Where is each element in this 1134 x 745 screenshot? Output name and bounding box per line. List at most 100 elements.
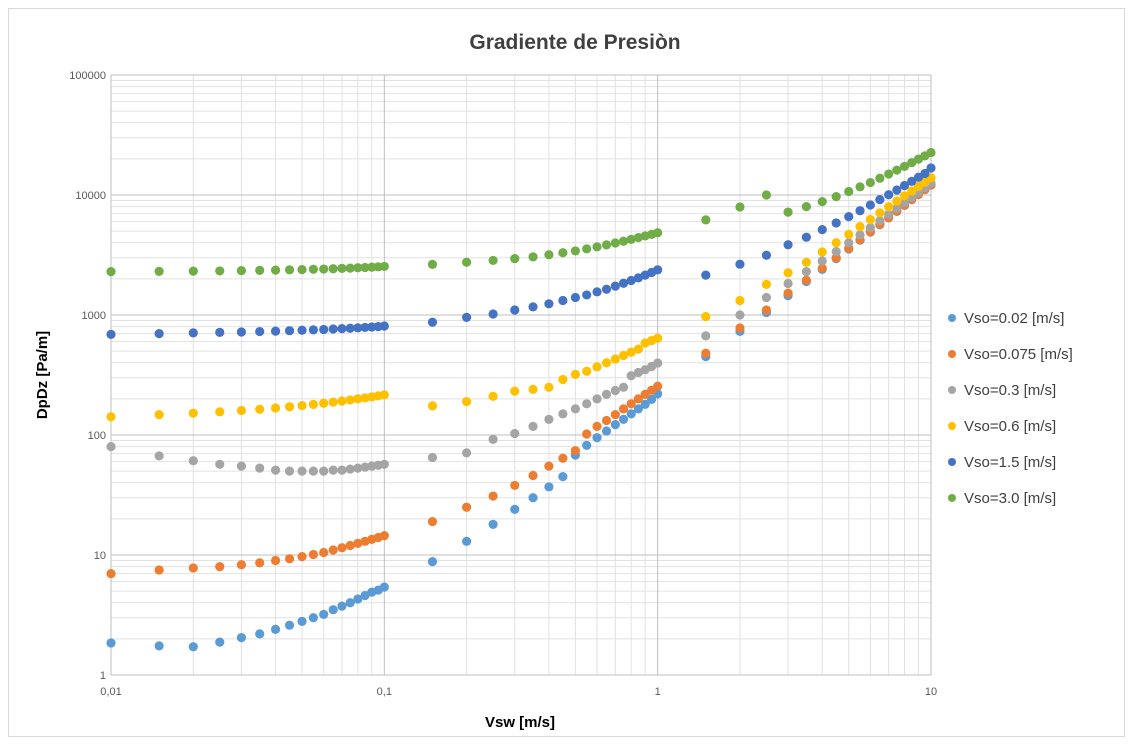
data-points (106, 147, 936, 652)
data-point (601, 389, 612, 399)
data-point (510, 305, 520, 315)
data-point (188, 328, 198, 338)
data-point (610, 281, 620, 291)
data-point (592, 287, 602, 297)
legend-marker (948, 350, 956, 358)
data-point (610, 238, 620, 248)
data-point (319, 609, 329, 619)
data-point (427, 317, 438, 327)
y-tick-label: 10 (94, 550, 106, 562)
data-point (544, 299, 554, 309)
y-axis-title: DpDz [Pa/m] (34, 331, 51, 419)
data-point (844, 212, 854, 222)
data-point (345, 464, 355, 474)
data-point (875, 195, 885, 205)
data-point (570, 246, 580, 256)
data-point (610, 354, 620, 364)
data-point (626, 234, 636, 244)
legend-label: Vso=0.075 [m/s] (964, 346, 1073, 363)
data-point (510, 480, 520, 491)
data-point (462, 257, 472, 267)
data-point (558, 374, 568, 385)
data-point (920, 168, 930, 179)
data-point (337, 543, 347, 553)
data-point (899, 197, 910, 208)
data-point (308, 549, 318, 560)
data-point (337, 396, 347, 406)
legend-label: Vso=0.3 [m/s] (964, 382, 1056, 399)
data-point (892, 196, 902, 206)
data-point (601, 240, 612, 250)
legend-label: Vso=1.5 [m/s] (964, 454, 1056, 471)
legend-marker (948, 386, 956, 394)
data-point (831, 191, 841, 202)
data-point (592, 394, 602, 404)
data-point (328, 264, 338, 274)
data-point (865, 214, 875, 225)
data-point (735, 310, 745, 320)
data-point (106, 266, 116, 277)
data-point (570, 446, 580, 456)
data-point (528, 421, 538, 431)
data-point (855, 206, 865, 216)
legend-label: Vso=0.6 [m/s] (964, 418, 1056, 435)
data-point (544, 461, 554, 471)
data-point (510, 504, 520, 514)
data-point (427, 452, 438, 463)
data-point (884, 202, 894, 212)
data-point (801, 266, 811, 277)
data-point (215, 562, 225, 572)
data-point (865, 177, 875, 188)
data-point (817, 263, 827, 273)
data-point (701, 311, 711, 322)
data-point (633, 394, 643, 404)
data-point (297, 616, 307, 626)
data-point (270, 465, 281, 475)
data-point (510, 254, 520, 264)
data-point (865, 223, 875, 233)
data-point (626, 399, 636, 409)
x-tick-label: 1 (655, 686, 661, 698)
data-point (337, 324, 347, 334)
data-point (646, 394, 657, 404)
data-point (899, 191, 910, 201)
data-point (855, 222, 865, 232)
data-point (761, 305, 772, 315)
data-point (884, 169, 894, 179)
x-tick-label: 0,01 (100, 686, 121, 698)
data-point (284, 620, 295, 630)
data-point (735, 202, 745, 212)
data-point (236, 265, 247, 276)
data-point (345, 598, 355, 608)
data-point (817, 256, 827, 266)
data-point (255, 463, 265, 473)
data-point (855, 182, 865, 192)
series-2 (106, 180, 936, 579)
data-point (558, 472, 568, 482)
series-5 (106, 163, 936, 339)
data-point (783, 240, 793, 250)
data-point (328, 324, 338, 334)
data-point (319, 466, 329, 476)
data-point (106, 412, 116, 422)
data-point (270, 555, 281, 566)
data-point (801, 202, 811, 212)
y-tick-label: 1 (100, 670, 106, 682)
data-point (360, 393, 370, 403)
data-point (188, 266, 198, 276)
data-point (892, 185, 902, 195)
data-point (701, 348, 711, 358)
data-point (544, 250, 554, 260)
data-point (427, 259, 438, 270)
data-point (783, 288, 793, 298)
data-point (308, 466, 318, 476)
data-point (558, 409, 568, 419)
data-point (379, 261, 389, 272)
data-point (528, 470, 538, 481)
data-point (379, 459, 389, 469)
data-point (337, 263, 347, 274)
data-point (308, 613, 318, 623)
series-1 (106, 180, 936, 652)
data-point (236, 405, 247, 416)
data-point (528, 384, 538, 394)
